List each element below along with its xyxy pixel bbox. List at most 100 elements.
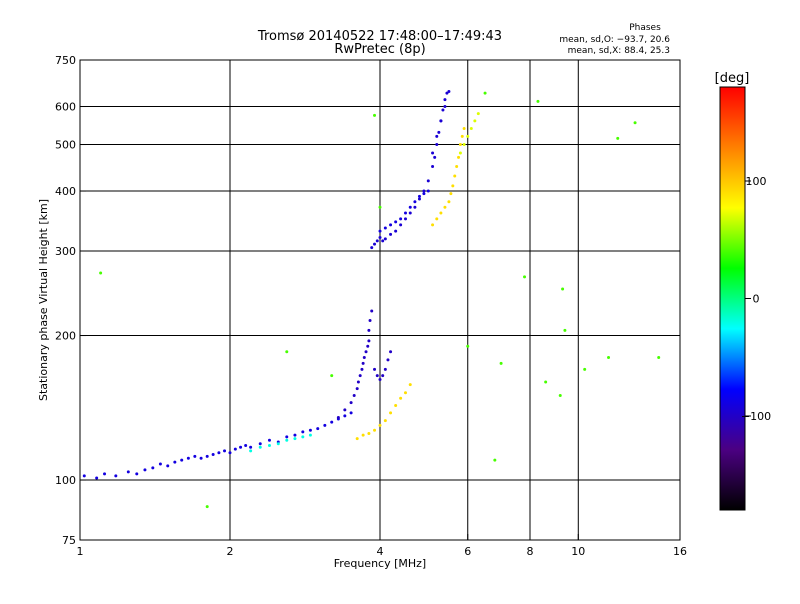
data-point — [443, 105, 447, 109]
data-point — [469, 126, 473, 130]
data-point — [473, 119, 477, 123]
data-point — [399, 223, 403, 227]
data-point — [378, 205, 382, 209]
data-point — [151, 466, 155, 470]
data-point — [301, 430, 305, 434]
data-point — [211, 453, 215, 457]
data-point — [457, 155, 461, 159]
data-point — [349, 411, 353, 415]
colorbar-label: [deg] — [715, 71, 750, 86]
y-tick-label: 500 — [55, 139, 76, 152]
data-point — [422, 192, 426, 196]
data-point — [367, 339, 371, 343]
data-point — [383, 367, 387, 371]
data-point — [114, 474, 118, 478]
x-tick-label: 4 — [377, 545, 384, 558]
y-tick-label: 750 — [55, 54, 76, 67]
data-point — [355, 437, 359, 441]
data-point — [223, 449, 227, 453]
data-point — [403, 391, 407, 395]
data-point — [316, 427, 320, 431]
data-point — [460, 134, 464, 138]
data-point — [258, 445, 262, 449]
data-point — [394, 229, 398, 233]
data-point — [308, 433, 312, 437]
data-points — [82, 89, 661, 509]
data-point — [285, 435, 289, 439]
data-point — [422, 189, 426, 193]
data-point — [126, 470, 130, 474]
data-point — [361, 361, 365, 365]
data-point — [381, 374, 385, 378]
data-point — [173, 460, 177, 464]
data-point — [158, 462, 162, 466]
data-point — [441, 108, 445, 112]
data-point — [244, 444, 248, 448]
data-point — [607, 355, 611, 359]
data-point — [378, 377, 382, 381]
data-point — [443, 205, 447, 209]
phases-o-stats: mean, sd,O: −93.7, 20.6 — [559, 35, 670, 45]
data-point — [375, 239, 379, 243]
x-axis-label: Frequency [MHz] — [334, 557, 426, 570]
data-point — [205, 505, 209, 509]
data-point — [449, 192, 453, 196]
y-axis-label: Stationary phase Virtual Height [km] — [37, 199, 50, 401]
data-point — [435, 217, 439, 221]
data-point — [483, 91, 487, 95]
data-point — [657, 355, 661, 359]
data-point — [445, 91, 449, 95]
data-point — [403, 217, 407, 221]
data-point — [616, 136, 620, 140]
y-tick-label: 75 — [62, 534, 76, 547]
colorbar-tick-label: 0 — [753, 293, 760, 306]
data-point — [366, 344, 370, 348]
data-point — [476, 112, 480, 116]
data-point — [462, 126, 466, 130]
y-tick-label: 100 — [55, 474, 76, 487]
data-point — [399, 217, 403, 221]
data-point — [228, 451, 232, 455]
data-point — [394, 403, 398, 407]
data-point — [95, 476, 99, 480]
x-tick-label: 16 — [673, 545, 687, 558]
data-point — [447, 200, 451, 204]
data-point — [362, 355, 366, 359]
data-point — [349, 401, 353, 405]
data-point — [417, 194, 421, 198]
phases-x-stats: mean, sd,X: 88.4, 25.3 — [568, 46, 670, 56]
data-point — [364, 350, 368, 354]
y-tick-label: 300 — [55, 245, 76, 258]
data-point — [99, 271, 103, 275]
data-point — [373, 113, 377, 117]
data-point — [180, 458, 184, 462]
data-point — [352, 394, 356, 398]
x-tick-label: 2 — [227, 545, 234, 558]
data-point — [378, 423, 382, 427]
data-point — [408, 383, 412, 387]
axis-ticks: 1 2 4 6 8 10 16 75 100 200 300 400 500 600 750 — [55, 54, 687, 558]
data-point — [499, 361, 503, 365]
data-point — [239, 445, 243, 449]
data-point — [431, 223, 435, 227]
data-point — [544, 380, 548, 384]
data-point — [389, 350, 393, 354]
data-point — [367, 432, 371, 436]
data-point — [451, 184, 455, 188]
data-point — [558, 394, 562, 398]
data-point — [143, 468, 147, 472]
data-point — [249, 449, 253, 453]
data-point — [435, 143, 439, 147]
data-point — [389, 411, 393, 415]
data-point — [408, 211, 412, 215]
data-point — [633, 121, 637, 125]
data-point — [285, 438, 289, 442]
data-point — [435, 134, 439, 138]
data-point — [368, 318, 372, 322]
data-point — [381, 239, 385, 243]
data-point — [383, 419, 387, 423]
data-point — [413, 205, 417, 209]
data-point — [249, 445, 253, 449]
x-tick-label: 6 — [464, 545, 471, 558]
data-point — [355, 387, 359, 391]
